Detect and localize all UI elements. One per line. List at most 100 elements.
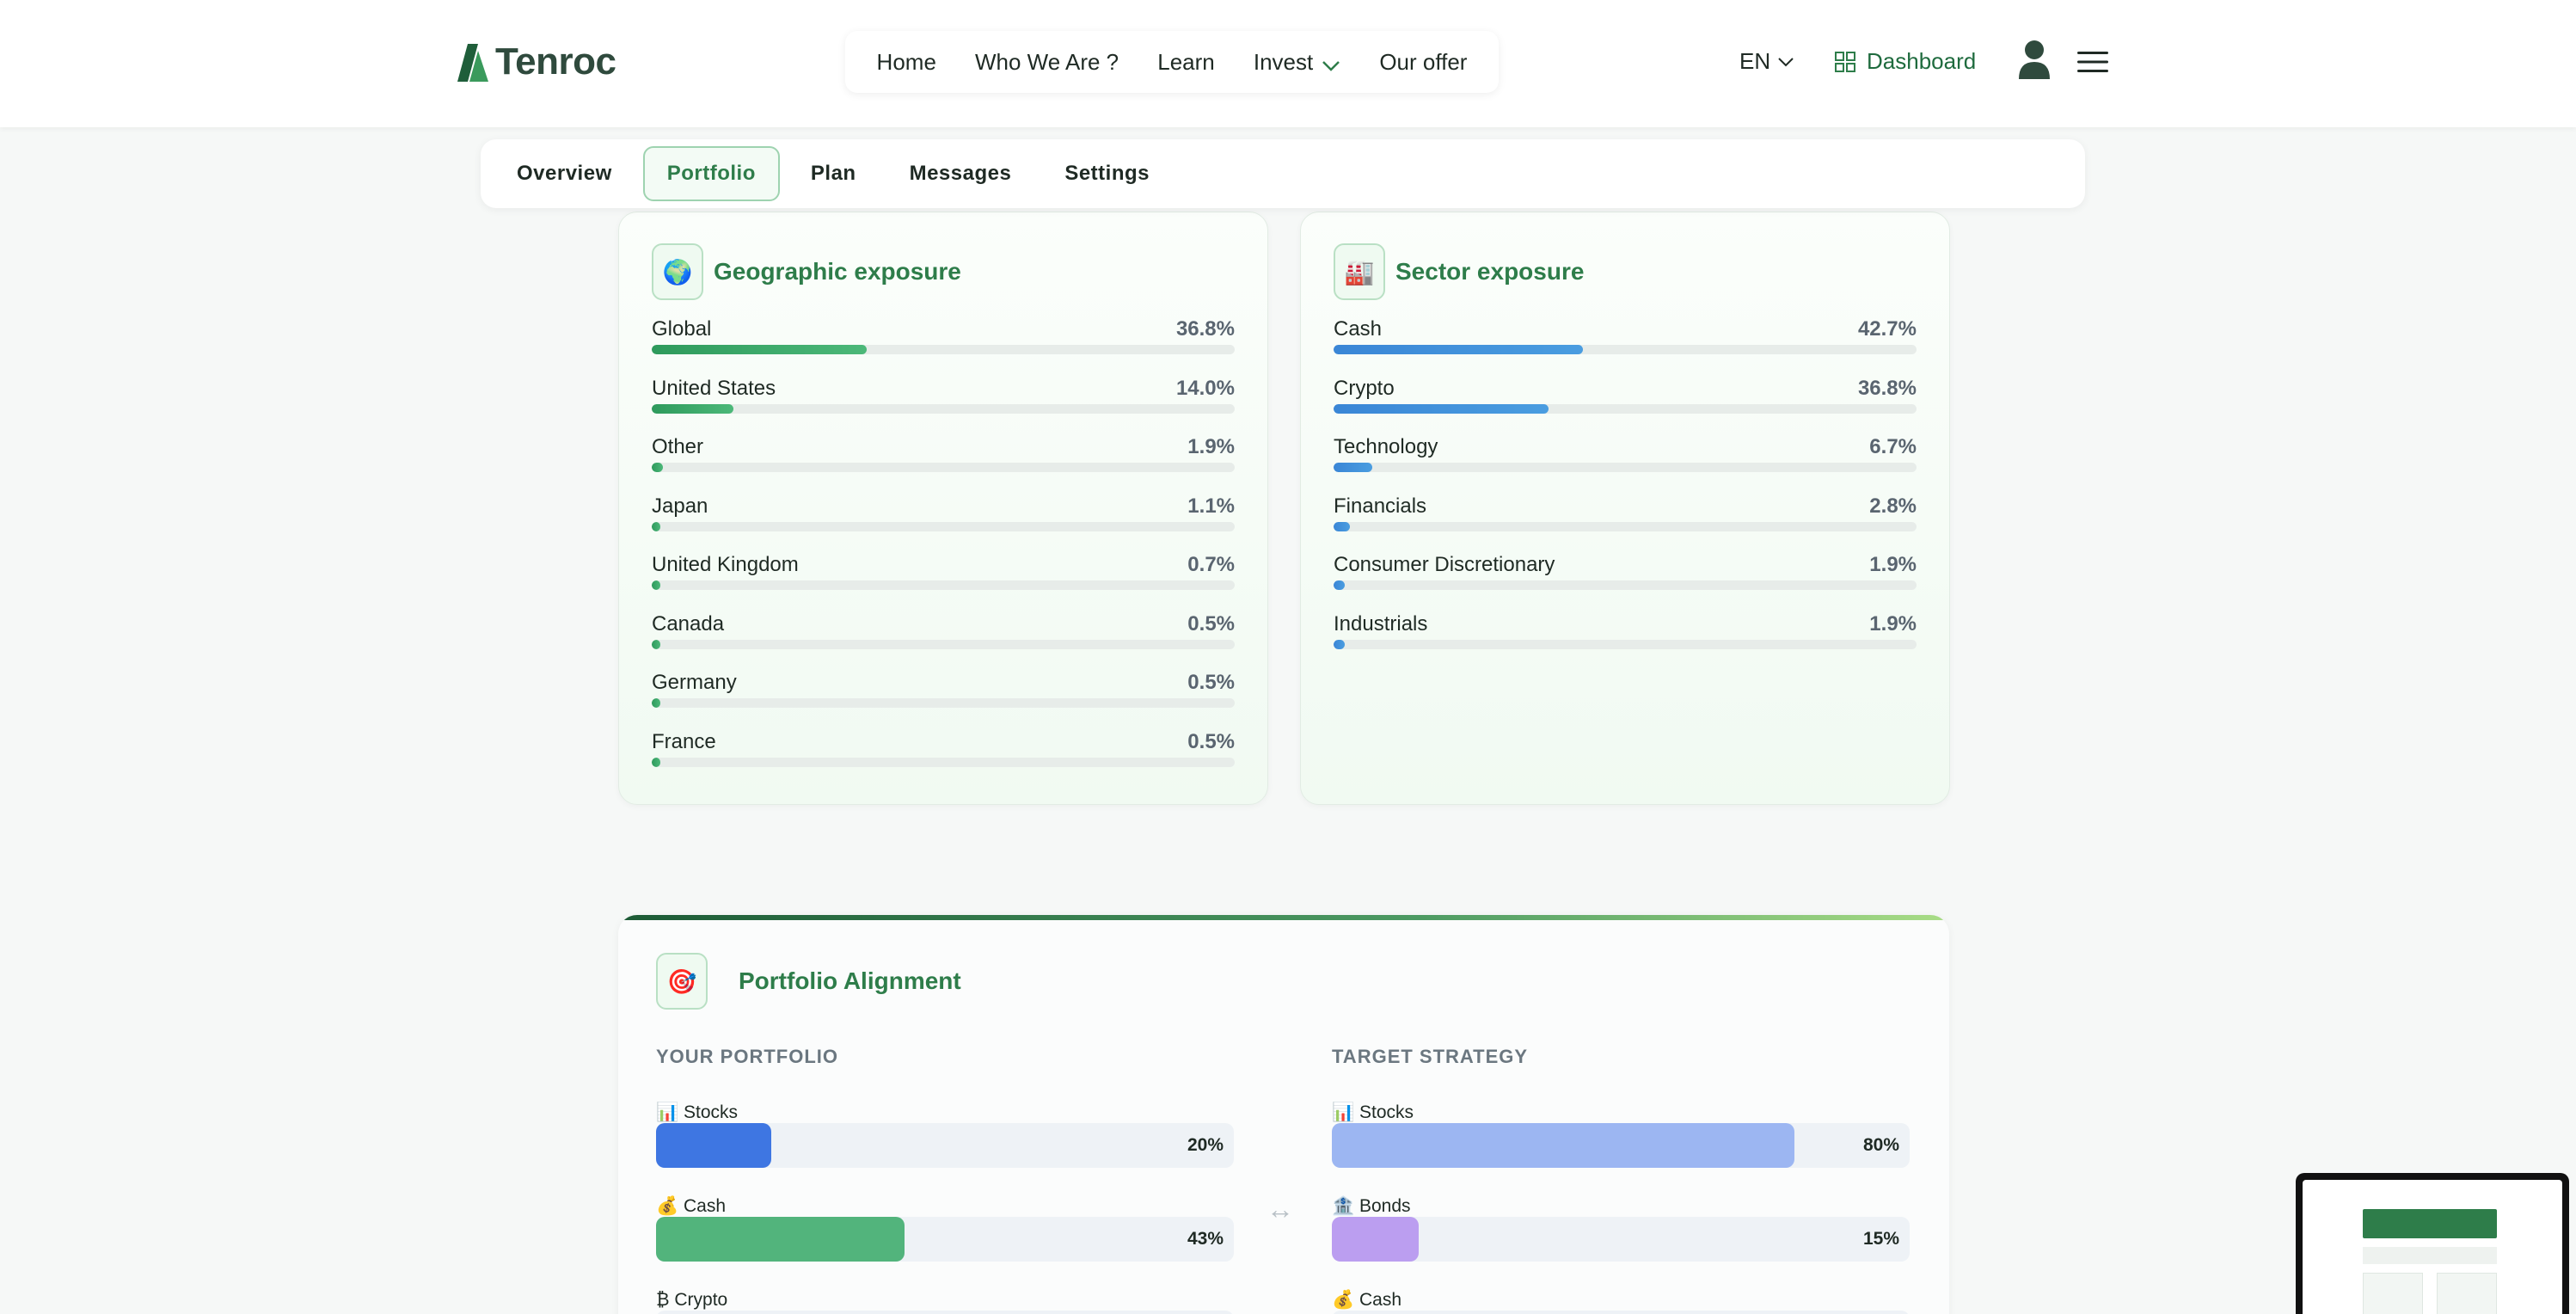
nav-invest[interactable]: Invest — [1254, 49, 1340, 76]
preview-banner — [2363, 1209, 2497, 1238]
site-header: Tenroc Home Who We Are ? Learn Invest Ou… — [0, 0, 2576, 127]
exposure-value: 0.5% — [1187, 671, 1235, 694]
progress-fill — [1334, 463, 1373, 472]
dashboard-grid-icon — [1835, 51, 1855, 72]
portfolio-tabs: Overview Portfolio Plan Messages Setting… — [481, 139, 2085, 208]
progress-track — [1334, 521, 1917, 531]
language-selector[interactable]: EN — [1739, 48, 1794, 75]
portfolio-alignment-card: 🎯 Portfolio Alignment YOUR PORTFOLIO 📊 S… — [618, 915, 1949, 1314]
allocation-percent: 20% — [1187, 1135, 1224, 1155]
progress-fill — [652, 403, 733, 414]
column-heading: TARGET STRATEGY — [1332, 1046, 1529, 1067]
exposure-row: Crypto 36.8% — [1334, 377, 1917, 436]
progress-fill — [1334, 345, 1583, 354]
exposure-label: Crypto — [1334, 376, 1395, 400]
progress-fill — [1334, 521, 1350, 531]
exposure-label: Financials — [1334, 494, 1427, 518]
exposure-row: Cash 42.7% — [1334, 317, 1917, 377]
brand-name: Tenroc — [495, 40, 616, 83]
exposure-value: 0.5% — [1187, 729, 1235, 753]
progress-track — [1334, 463, 1917, 472]
user-avatar-icon[interactable] — [2015, 38, 2053, 79]
exposure-label: United Kingdom — [652, 553, 799, 576]
progress-fill — [652, 639, 660, 649]
exposure-value: 1.9% — [1869, 553, 1917, 576]
page-preview-thumbnail[interactable] — [2296, 1173, 2569, 1314]
hamburger-menu-icon[interactable] — [2077, 50, 2108, 74]
card-header: 🌍 Geographic exposure — [652, 243, 961, 300]
preview-screen — [2303, 1180, 2562, 1314]
exposure-row: Industrials 1.9% — [1334, 612, 1917, 672]
target-icon: 🎯 — [656, 953, 708, 1010]
card-title: Geographic exposure — [714, 258, 961, 285]
progress-fill — [652, 757, 660, 767]
tab-settings[interactable]: Settings — [1064, 162, 1150, 185]
progress-fill — [1334, 580, 1345, 590]
exposure-value: 6.7% — [1869, 435, 1917, 458]
progress-track — [1334, 580, 1917, 590]
allocation-row: 💰 Cash 43% — [656, 1196, 1234, 1262]
allocation-row: 📊 Stocks 20% — [656, 1102, 1234, 1168]
exposure-label: Global — [652, 317, 712, 341]
brand-logo[interactable]: Tenroc — [456, 38, 616, 86]
tab-portfolio[interactable]: Portfolio — [642, 146, 780, 201]
allocation-bar — [1332, 1311, 1910, 1314]
exposure-row: Financials 2.8% — [1334, 494, 1917, 554]
allocation-label: 🏦 Bonds — [1332, 1196, 1411, 1216]
allocation-row: 🏦 Bonds 15% — [1332, 1196, 1910, 1262]
exposure-label: Canada — [652, 611, 725, 636]
exposure-list: Cash 42.7% Crypto 36.8% Technology 6.7% Financ… — [1334, 317, 1917, 671]
exposure-value: 42.7% — [1857, 317, 1917, 341]
exposure-row: Germany 0.5% — [652, 671, 1235, 730]
exposure-label: France — [652, 729, 716, 753]
tab-plan[interactable]: Plan — [810, 162, 856, 185]
nav-who-we-are[interactable]: Who We Are ? — [975, 48, 1119, 75]
main-nav: Home Who We Are ? Learn Invest Our offer — [845, 31, 1499, 93]
nav-learn[interactable]: Learn — [1157, 48, 1215, 75]
card-title: Portfolio Alignment — [739, 967, 961, 994]
exposure-label: United States — [652, 376, 776, 400]
exposure-label: Consumer Discretionary — [1334, 553, 1555, 576]
nav-home[interactable]: Home — [876, 48, 936, 75]
allocation-bar: 15% — [1332, 1217, 1910, 1262]
exposure-value: 0.5% — [1187, 611, 1235, 636]
dashboard-label: Dashboard — [1867, 48, 1977, 74]
exposure-row: Other 1.9% — [652, 435, 1235, 494]
allocation-percent: 43% — [1187, 1229, 1224, 1249]
allocation-fill — [1332, 1123, 1794, 1168]
progress-track — [1334, 345, 1917, 354]
exposure-label: Technology — [1334, 435, 1438, 458]
exposure-value: 14.0% — [1175, 376, 1235, 400]
column-heading: YOUR PORTFOLIO — [656, 1046, 838, 1067]
exposure-row: Global 36.8% — [652, 317, 1235, 377]
exposure-list: Global 36.8% United States 14.0% Other 1.9% Ja… — [652, 317, 1235, 789]
allocation-row: 💰 Cash — [1332, 1290, 1910, 1314]
progress-fill — [652, 345, 867, 354]
sector-exposure-card: 🏭 Sector exposure Cash 42.7% Crypto 36.8% Te… — [1300, 212, 1950, 805]
progress-fill — [1334, 403, 1549, 414]
exposure-row: United States 14.0% — [652, 377, 1235, 436]
tab-overview[interactable]: Overview — [517, 162, 612, 185]
exposure-value: 0.7% — [1187, 553, 1235, 576]
progress-track — [1334, 403, 1917, 414]
your-portfolio-column: YOUR PORTFOLIO 📊 Stocks 20% 💰 Cash 43% ₿ Cry… — [656, 1046, 1234, 1314]
nav-our-offer[interactable]: Our offer — [1379, 48, 1468, 75]
exposure-row: Japan 1.1% — [652, 494, 1235, 554]
compare-arrow-icon: ↔ — [1267, 1194, 1294, 1225]
allocation-label: 📊 Stocks — [656, 1102, 739, 1122]
allocation-bar — [656, 1311, 1234, 1314]
tab-messages[interactable]: Messages — [909, 162, 1012, 185]
progress-track — [652, 757, 1235, 767]
progress-fill — [652, 698, 660, 708]
allocation-row: ₿ Crypto — [656, 1290, 1234, 1314]
progress-track — [652, 345, 1235, 354]
progress-fill — [652, 463, 663, 472]
dashboard-link[interactable]: Dashboard — [1834, 48, 1976, 75]
exposure-value: 1.1% — [1187, 494, 1235, 518]
allocation-percent: 80% — [1862, 1135, 1899, 1155]
progress-track — [652, 403, 1235, 414]
card-header: 🎯 Portfolio Alignment — [656, 953, 961, 1010]
geographic-exposure-card: 🌍 Geographic exposure Global 36.8% United … — [618, 212, 1268, 805]
progress-track — [652, 521, 1235, 531]
allocation-row: 📊 Stocks 80% — [1332, 1102, 1910, 1168]
